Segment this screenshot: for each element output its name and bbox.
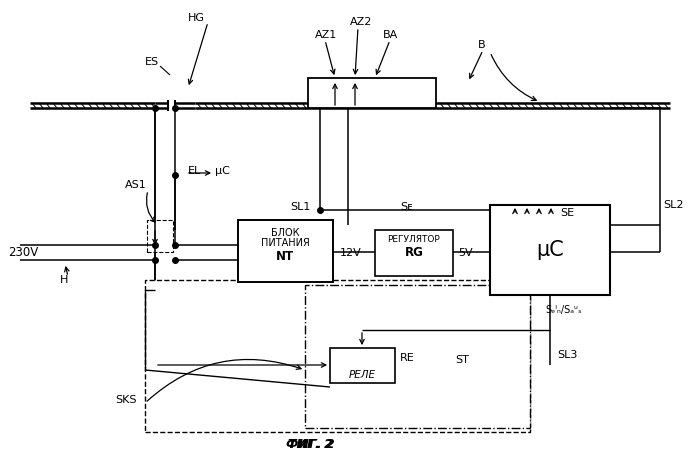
Text: SE: SE (560, 208, 574, 218)
Text: EL: EL (188, 166, 202, 176)
Bar (147, 220, 173, 252)
Text: BA: BA (383, 30, 398, 40)
Text: 5V: 5V (458, 248, 472, 258)
Text: SL1: SL1 (290, 202, 310, 212)
Bar (490, 205, 610, 295)
Text: HG: HG (188, 13, 205, 23)
Text: AZ2: AZ2 (350, 17, 372, 27)
Text: μC: μC (536, 240, 564, 260)
Text: NT: NT (276, 251, 294, 263)
Text: РЕЛЕ: РЕЛЕ (349, 370, 375, 380)
Text: ФИГ. 2: ФИГ. 2 (286, 439, 335, 451)
Text: ΤИГ. 2: ΤИГ. 2 (288, 439, 332, 451)
Text: RE: RE (400, 353, 414, 363)
Text: БЛОК: БЛОК (271, 228, 300, 238)
Text: SL2: SL2 (663, 200, 683, 210)
Text: B: B (478, 40, 486, 50)
Bar (330, 348, 395, 383)
Bar (375, 230, 453, 276)
Text: РЕГУЛЯТОР: РЕГУЛЯТОР (388, 236, 440, 244)
Text: H: H (60, 275, 69, 285)
Text: μC: μC (215, 166, 230, 176)
Text: ST: ST (455, 355, 469, 365)
Text: SKS: SKS (115, 395, 136, 405)
Bar (308, 78, 436, 108)
Text: ES: ES (145, 57, 159, 67)
Text: Sₑᴵₙ/Sₐᵘₛ: Sₑᴵₙ/Sₐᵘₛ (545, 305, 582, 315)
Text: SL3: SL3 (557, 350, 578, 360)
Text: 12V: 12V (340, 248, 362, 258)
Text: 230V: 230V (8, 246, 38, 258)
Text: AZ1: AZ1 (315, 30, 337, 40)
Text: Sᴇ: Sᴇ (400, 202, 412, 212)
Bar (145, 280, 530, 432)
Bar (305, 285, 530, 428)
Text: AS1: AS1 (125, 180, 147, 190)
Text: RG: RG (405, 246, 424, 258)
Text: ПИТАНИЯ: ПИТАНИЯ (260, 238, 309, 248)
Bar (238, 220, 333, 282)
